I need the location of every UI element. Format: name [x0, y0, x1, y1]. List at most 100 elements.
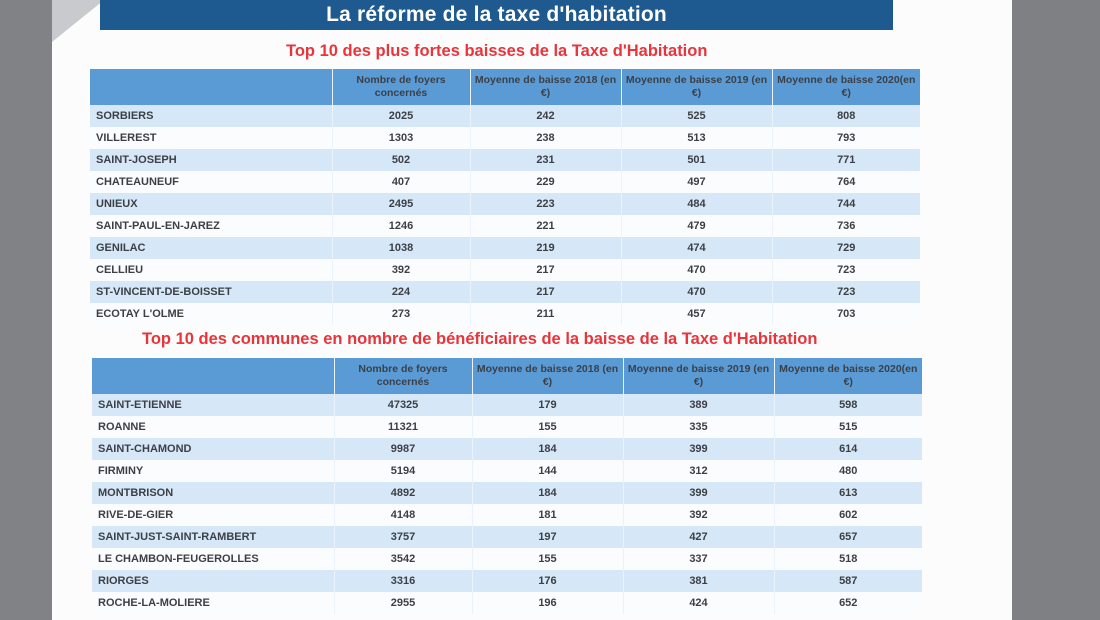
- cell-baisse-2020: 764: [771, 171, 920, 193]
- table-row: RIVE-DE-GIER 4148 181 392 602: [92, 504, 922, 526]
- cell-baisse-2020: 729: [771, 237, 920, 259]
- cell-commune: CELLIEU: [90, 259, 332, 281]
- cell-baisse-2018: 196: [471, 592, 623, 614]
- table1: Nombre de foyers concernés Moyenne de ba…: [90, 69, 920, 325]
- cell-baisse-2018: 217: [469, 281, 621, 303]
- cell-foyers: 407: [331, 171, 470, 193]
- cell-commune: MONTBRISON: [92, 482, 334, 504]
- cell-baisse-2019: 470: [620, 281, 772, 303]
- table2-header-2018: Moyenne de baisse 2018 (en €): [471, 358, 623, 394]
- cell-baisse-2018: 144: [471, 460, 623, 482]
- cell-foyers: 502: [331, 149, 470, 171]
- table-row: UNIEUX 2495 223 484 744: [90, 193, 920, 215]
- table-row: ROANNE 11321 155 335 515: [92, 416, 922, 438]
- table-row: SAINT-PAUL-EN-JAREZ 1246 221 479 736: [90, 215, 920, 237]
- cell-foyers: 392: [331, 259, 470, 281]
- cell-commune: SAINT-ETIENNE: [92, 394, 334, 416]
- table-row: ST-VINCENT-DE-BOISSET 224 217 470 723: [90, 281, 920, 303]
- cell-baisse-2019: 497: [620, 171, 772, 193]
- cell-commune: LE CHAMBON-FEUGEROLLES: [92, 548, 334, 570]
- cell-baisse-2020: 480: [773, 460, 922, 482]
- cell-baisse-2020: 652: [773, 592, 922, 614]
- cell-foyers: 3316: [333, 570, 472, 592]
- cell-commune: GENILAC: [90, 237, 332, 259]
- cell-baisse-2020: 613: [773, 482, 922, 504]
- table-row: ECOTAY L'OLME 273 211 457 703: [90, 303, 920, 325]
- cell-baisse-2018: 231: [469, 149, 621, 171]
- cell-baisse-2019: 335: [622, 416, 774, 438]
- cell-baisse-2020: 723: [771, 259, 920, 281]
- cell-baisse-2018: 242: [469, 105, 621, 127]
- cell-baisse-2018: 229: [469, 171, 621, 193]
- cell-foyers: 3542: [333, 548, 472, 570]
- table-row: VILLEREST 1303 238 513 793: [90, 127, 920, 149]
- cell-commune: ROANNE: [92, 416, 334, 438]
- cell-baisse-2018: 184: [471, 438, 623, 460]
- cell-foyers: 11321: [333, 416, 472, 438]
- cell-commune: SORBIERS: [90, 105, 332, 127]
- table-row: FIRMINY 5194 144 312 480: [92, 460, 922, 482]
- cell-foyers: 4148: [333, 504, 472, 526]
- table-row: SAINT-JUST-SAINT-RAMBERT 3757 197 427 657: [92, 526, 922, 548]
- table-row: CELLIEU 392 217 470 723: [90, 259, 920, 281]
- table1-header-row: Nombre de foyers concernés Moyenne de ba…: [90, 69, 920, 105]
- cell-baisse-2018: 219: [469, 237, 621, 259]
- table-row: GENILAC 1038 219 474 729: [90, 237, 920, 259]
- cell-foyers: 2025: [331, 105, 470, 127]
- cell-baisse-2020: 808: [771, 105, 920, 127]
- cell-baisse-2018: 221: [469, 215, 621, 237]
- table1-header-commune: [90, 69, 332, 105]
- table-row: SAINT-ETIENNE 47325 179 389 598: [92, 394, 922, 416]
- table1-header-foyers: Nombre de foyers concernés: [331, 69, 470, 105]
- cell-foyers: 3757: [333, 526, 472, 548]
- cell-baisse-2019: 470: [620, 259, 772, 281]
- right-margin: [1012, 0, 1100, 620]
- cell-baisse-2019: 381: [622, 570, 774, 592]
- cell-baisse-2018: 179: [471, 394, 623, 416]
- table-row: MONTBRISON 4892 184 399 613: [92, 482, 922, 504]
- cell-baisse-2020: 515: [773, 416, 922, 438]
- cell-baisse-2019: 392: [622, 504, 774, 526]
- table2-header-foyers: Nombre de foyers concernés: [333, 358, 472, 394]
- table2-header-commune: [92, 358, 334, 394]
- table1-title: Top 10 des plus fortes baisses de la Tax…: [286, 42, 708, 60]
- cell-baisse-2018: 181: [471, 504, 623, 526]
- cell-baisse-2018: 197: [471, 526, 623, 548]
- cell-baisse-2020: 657: [773, 526, 922, 548]
- table1-header-2018: Moyenne de baisse 2018 (en €): [469, 69, 621, 105]
- cell-commune: RIVE-DE-GIER: [92, 504, 334, 526]
- cell-commune: RIORGES: [92, 570, 334, 592]
- cell-baisse-2020: 744: [771, 193, 920, 215]
- cell-baisse-2020: 518: [773, 548, 922, 570]
- cell-foyers: 5194: [333, 460, 472, 482]
- cell-baisse-2018: 223: [469, 193, 621, 215]
- cell-baisse-2018: 155: [471, 416, 623, 438]
- cell-baisse-2019: 501: [620, 149, 772, 171]
- table-row: RIORGES 3316 176 381 587: [92, 570, 922, 592]
- table2-header-2020: Moyenne de baisse 2020(en €): [773, 358, 922, 394]
- cell-baisse-2019: 474: [620, 237, 772, 259]
- cell-commune: CHATEAUNEUF: [90, 171, 332, 193]
- cell-baisse-2018: 184: [471, 482, 623, 504]
- cell-foyers: 2955: [333, 592, 472, 614]
- cell-commune: ROCHE-LA-MOLIERE: [92, 592, 334, 614]
- cell-commune: UNIEUX: [90, 193, 332, 215]
- document-page: La réforme de la taxe d'habitation Top 1…: [52, 0, 1012, 620]
- banner-title: La réforme de la taxe d'habitation: [100, 0, 893, 30]
- page-corner-fold: [52, 0, 104, 42]
- cell-commune: VILLEREST: [90, 127, 332, 149]
- cell-foyers: 2495: [331, 193, 470, 215]
- cell-baisse-2020: 587: [773, 570, 922, 592]
- cell-baisse-2020: 736: [771, 215, 920, 237]
- table2-title: Top 10 des communes en nombre de bénéfic…: [142, 330, 818, 348]
- cell-baisse-2019: 312: [622, 460, 774, 482]
- table2-body: SAINT-ETIENNE 47325 179 389 598 ROANNE 11321 15…: [92, 394, 922, 614]
- cell-baisse-2020: 602: [773, 504, 922, 526]
- cell-foyers: 1246: [331, 215, 470, 237]
- cell-baisse-2019: 513: [620, 127, 772, 149]
- cell-foyers: 224: [331, 281, 470, 303]
- cell-baisse-2019: 424: [622, 592, 774, 614]
- cell-baisse-2019: 479: [620, 215, 772, 237]
- table-row: SAINT-CHAMOND 9987 184 399 614: [92, 438, 922, 460]
- cell-commune: SAINT-JOSEPH: [90, 149, 332, 171]
